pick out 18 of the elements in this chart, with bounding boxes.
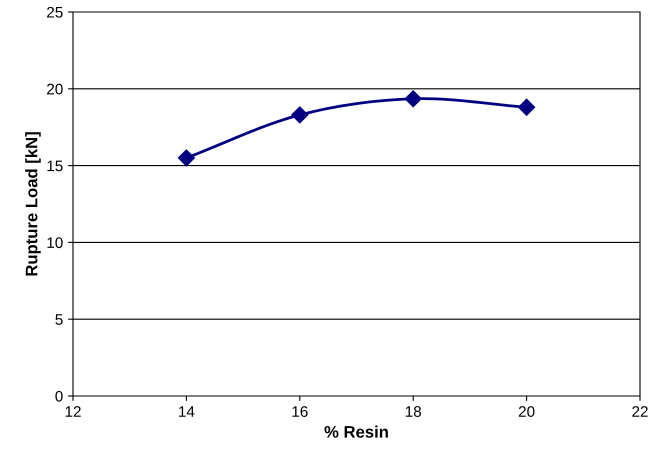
point [291,106,308,124]
x-axis-title: % Resin [324,426,388,438]
x-tick-label: 16 [292,406,308,417]
y-tick-label: 20 [47,84,63,94]
point [404,90,422,108]
x-tick-label: 12 [66,406,81,417]
y-axis-title: Rupture Load [kN] [25,132,41,276]
x-tick-label: 22 [632,406,648,417]
y-tick-label: 15 [47,160,63,172]
x-tick-label: 20 [518,406,534,417]
x-tick-label: 18 [406,406,422,417]
y-tick-label: 5 [55,314,63,325]
y-tick-label: 25 [47,6,63,18]
x-tick-label: 14 [179,406,194,417]
y-tick-label: 0 [55,390,63,402]
y-tick-label: 10 [47,237,63,248]
point [178,149,195,166]
point [518,98,536,116]
